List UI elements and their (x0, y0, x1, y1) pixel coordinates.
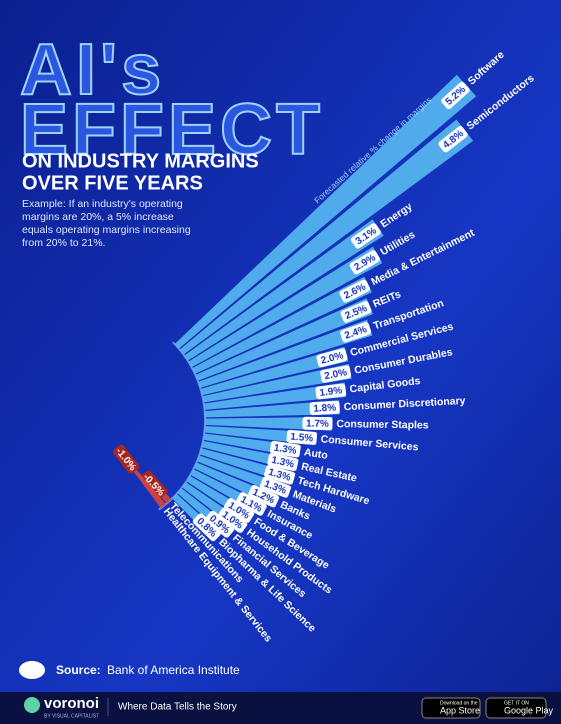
app-store-text: App Store (440, 705, 480, 715)
value-pill (339, 279, 371, 303)
bar (198, 319, 373, 388)
category-label: Auto (303, 446, 328, 461)
title: AI's (20, 30, 165, 110)
source: Bank of America Institute (107, 663, 240, 677)
app-store-button[interactable] (421, 697, 481, 719)
value-label: 1.8% (313, 403, 336, 415)
value-pill (259, 476, 291, 498)
tagline: Where Data Tells the Story (118, 702, 237, 713)
value-pill (140, 470, 168, 499)
value-pill (269, 440, 301, 458)
value-pill (438, 126, 468, 153)
bar-label-group: 1.3% Auto (269, 440, 329, 462)
bar (188, 246, 383, 368)
value-pill (112, 444, 140, 474)
bar (179, 119, 474, 355)
subtitle: ON INDUSTRY MARGINS (22, 150, 259, 172)
bar (202, 363, 352, 403)
app-store-small: Download on the (440, 700, 478, 706)
value-pill (205, 510, 235, 538)
value-pill (267, 452, 299, 472)
source-label: Source: (56, 663, 101, 677)
value-pill (286, 429, 318, 445)
value-pill (349, 250, 380, 275)
value-pill (223, 497, 255, 523)
bar (195, 298, 373, 381)
brand-sub: BY VISUAL CAPITALIST (44, 713, 99, 719)
value-label: 1.5% (290, 432, 314, 445)
value-pill (320, 365, 352, 383)
brand-logo (24, 697, 40, 713)
value-pill (236, 492, 267, 516)
bar (203, 382, 347, 410)
description: Example: If an industry's operating marg… (22, 198, 191, 249)
subtitle: OVER FIVE YEARS (22, 172, 203, 194)
value-label: 1.3% (273, 443, 297, 457)
google-play-button[interactable] (485, 697, 547, 719)
value-pill (315, 383, 347, 400)
value-pill (340, 322, 372, 343)
value-pill (192, 513, 221, 542)
source-icon (19, 661, 45, 679)
value-pill (302, 416, 333, 431)
value-label: 2.0% (324, 367, 349, 382)
value-pill (264, 464, 296, 485)
title: EFFECT (20, 90, 324, 170)
value-pill (316, 348, 348, 368)
value-label: 1.3% (270, 455, 295, 471)
google-play-small: GET IT ON (504, 700, 529, 706)
value-pill (441, 81, 470, 110)
google-play-text: Google Play (504, 705, 554, 715)
bar-label-group: 1.7% Consumer Staples (302, 416, 429, 432)
bar (174, 74, 477, 349)
value-label: 1.7% (306, 418, 329, 429)
value-pill (248, 485, 279, 508)
value-pill (309, 400, 340, 416)
brand: voronoi (44, 695, 99, 712)
category-label: Consumer Staples (336, 418, 429, 431)
bar (200, 346, 349, 396)
bar (204, 400, 340, 418)
value-pill (340, 301, 372, 323)
bar (184, 219, 384, 361)
value-pill (217, 507, 248, 533)
value-pill (350, 223, 381, 249)
bar (204, 416, 333, 431)
value-label: 1.9% (319, 385, 343, 399)
bar (192, 276, 372, 374)
